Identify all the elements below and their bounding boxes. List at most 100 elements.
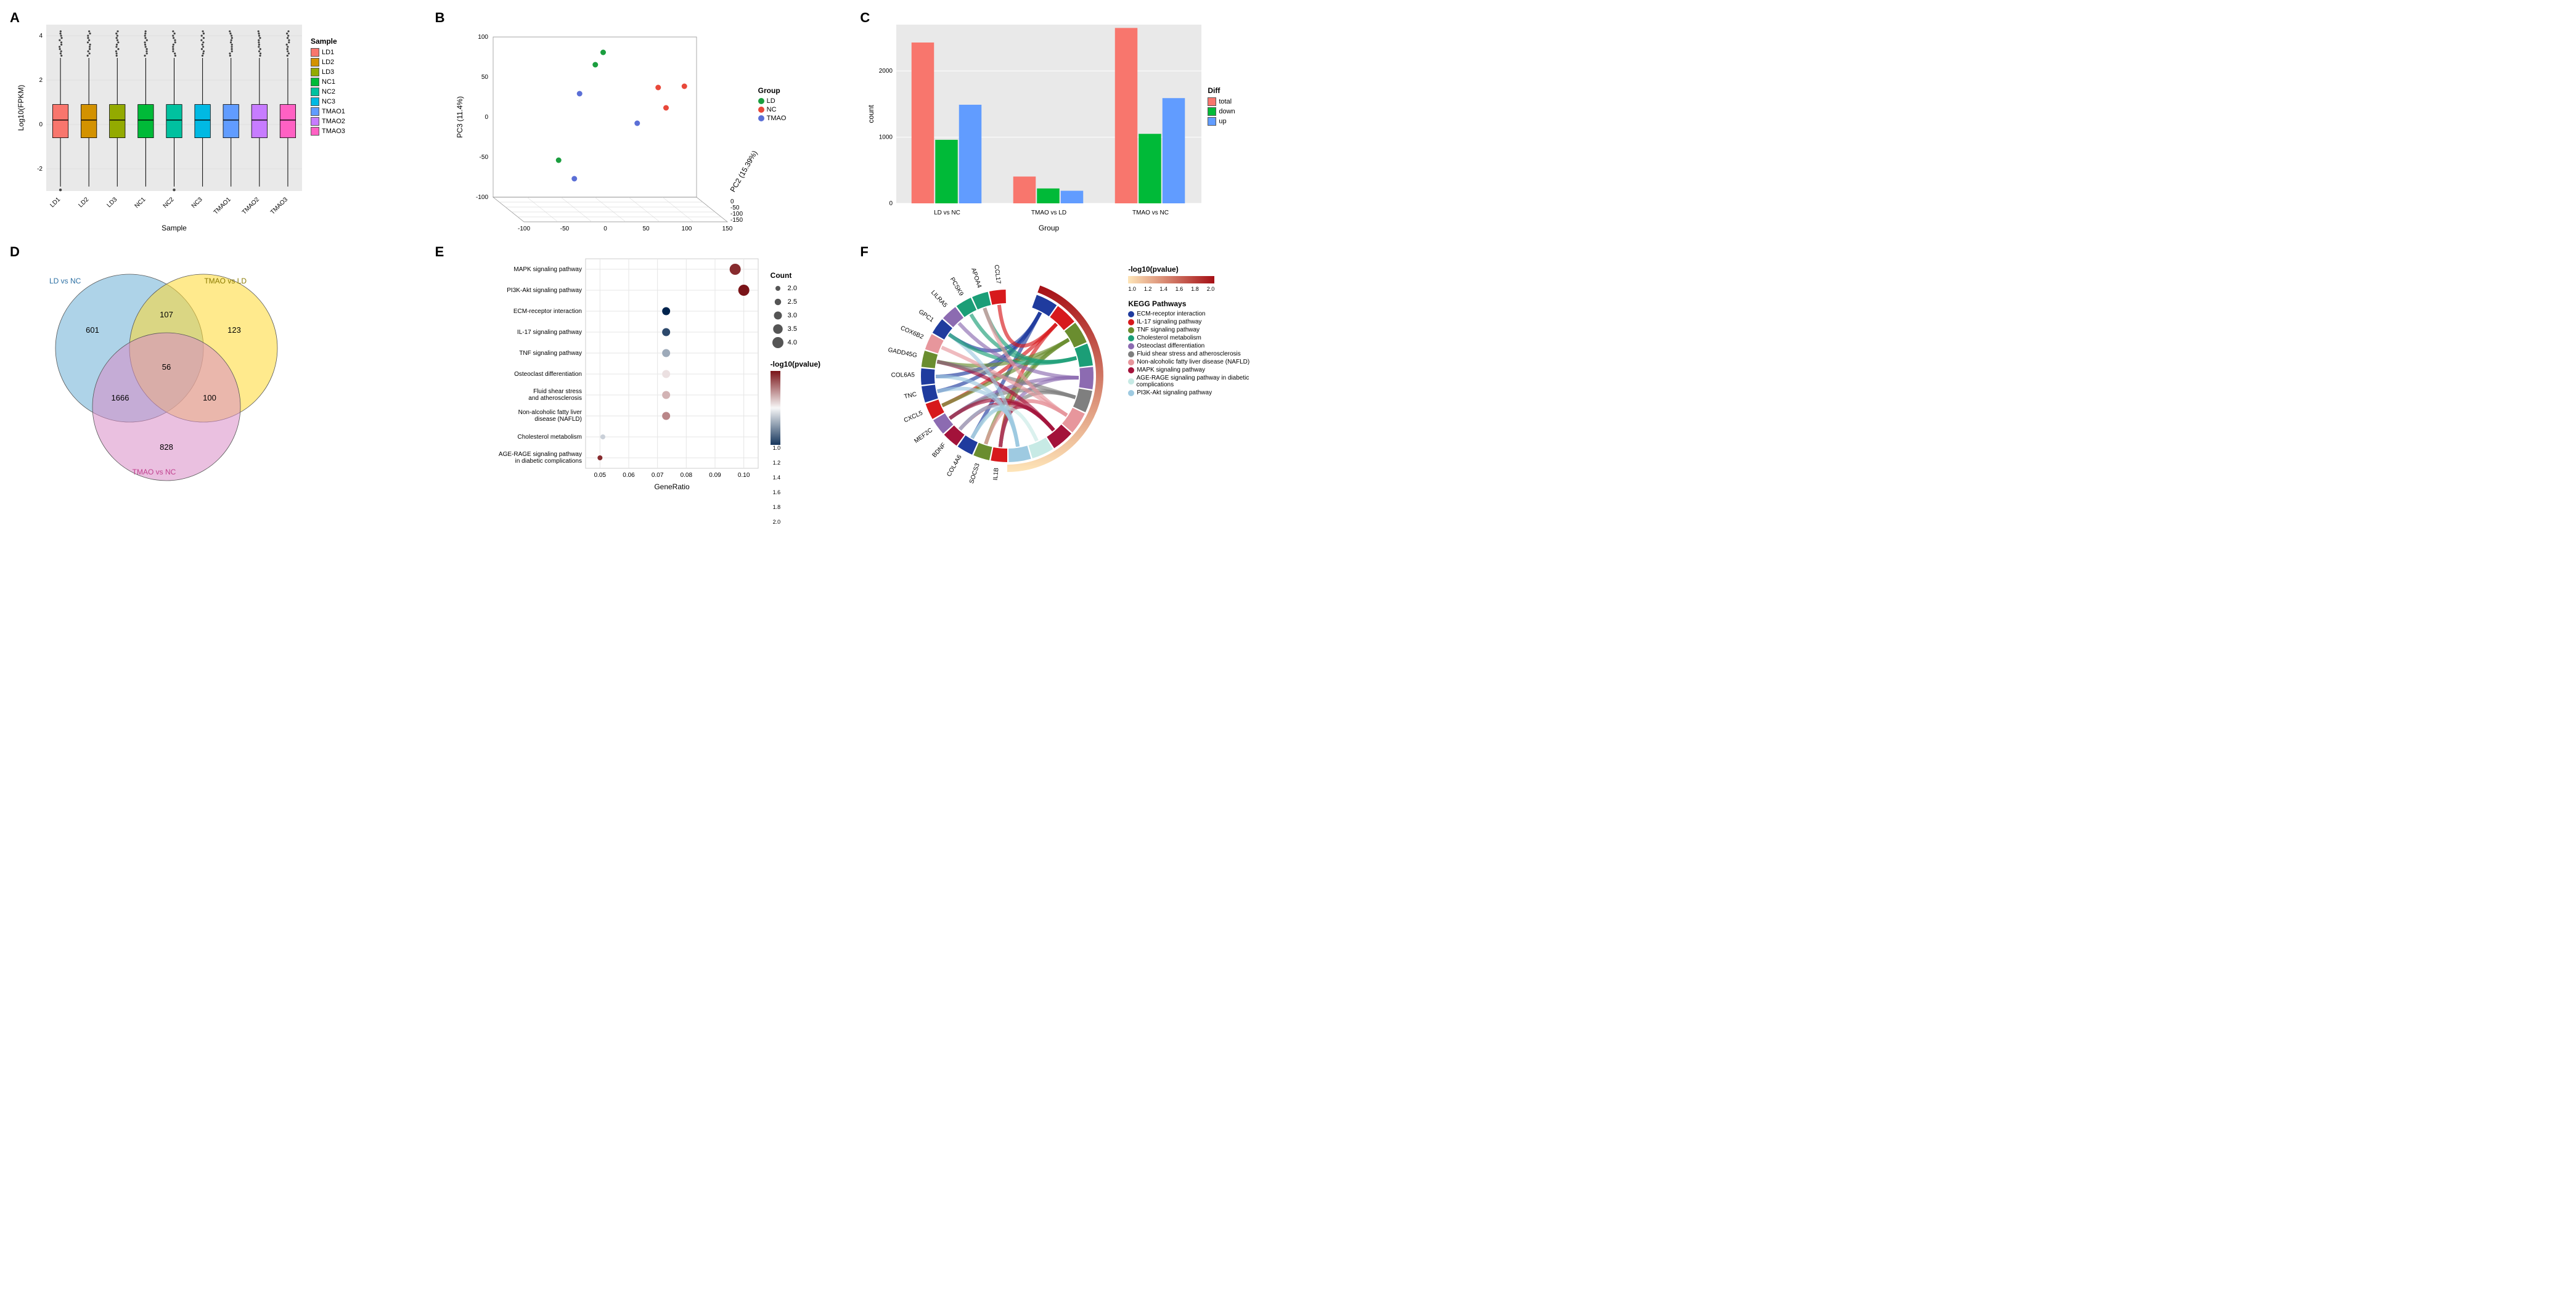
svg-text:1666: 1666 <box>112 393 129 402</box>
svg-text:AGE-RAGE signaling pathway: AGE-RAGE signaling pathway <box>499 451 582 458</box>
svg-text:TMAO vs NC: TMAO vs NC <box>1132 210 1169 216</box>
legend-title-kegg: KEGG Pathways <box>1128 299 1275 308</box>
legend-item: TMAO1 <box>311 107 345 116</box>
legend-item: TMAO <box>758 115 787 122</box>
legend-label: AGE-RAGE signaling pathway in diabetic c… <box>1137 375 1276 388</box>
svg-text:in diabetic complications: in diabetic complications <box>515 458 581 465</box>
svg-text:NC1: NC1 <box>134 196 147 210</box>
legend-label: down <box>1219 108 1235 115</box>
svg-text:IL-17 signaling pathway: IL-17 signaling pathway <box>517 329 582 336</box>
legend-item: LD2 <box>311 58 345 67</box>
svg-text:TNF signaling pathway: TNF signaling pathway <box>519 350 582 357</box>
legend-item: Fluid shear stress and atherosclerosis <box>1128 351 1275 357</box>
legend-label: Fluid shear stress and atherosclerosis <box>1137 351 1240 357</box>
svg-text:100: 100 <box>478 34 488 41</box>
panel-e: E 0.050.060.070.080.090.10MAPK signaling… <box>438 246 851 534</box>
legend-item: NC2 <box>311 87 345 96</box>
svg-text:0.10: 0.10 <box>738 472 750 479</box>
panel-f-label: F <box>860 244 868 260</box>
svg-text:IL1B: IL1B <box>992 467 1000 481</box>
svg-text:Sample: Sample <box>162 224 187 232</box>
legend-item: AGE-RAGE signaling pathway in diabetic c… <box>1128 375 1275 388</box>
legend-item: NC3 <box>311 97 345 106</box>
panel-e-legend: Count2.02.53.03.54.0 -log10(pvalue)1.01.… <box>771 271 820 534</box>
legend-label: ECM-receptor interaction <box>1137 311 1205 317</box>
svg-text:150: 150 <box>722 226 732 232</box>
legend-label: NC1 <box>322 78 335 86</box>
svg-text:COX6B2: COX6B2 <box>899 325 925 341</box>
legend-item: up <box>1208 117 1235 126</box>
svg-text:0: 0 <box>730 198 734 205</box>
legend-title-sample: Sample <box>311 37 345 46</box>
legend-label: TMAO <box>767 115 787 122</box>
legend-item: PI3K-Akt signaling pathway <box>1128 389 1275 396</box>
panel-f-legend: -log10(pvalue) 1.01.21.41.61.82.0 KEGG P… <box>1128 265 1275 493</box>
svg-text:NC3: NC3 <box>190 196 204 210</box>
svg-text:50: 50 <box>481 74 489 81</box>
svg-text:COL6A5: COL6A5 <box>891 372 915 378</box>
svg-text:LD1: LD1 <box>49 196 62 209</box>
legend-label: MAPK signaling pathway <box>1137 367 1205 373</box>
svg-text:0: 0 <box>889 200 893 207</box>
legend-item: IL-17 signaling pathway <box>1128 319 1275 325</box>
svg-text:PI3K-Akt signaling pathway: PI3K-Akt signaling pathway <box>507 287 582 294</box>
svg-text:0.06: 0.06 <box>623 472 635 479</box>
svg-text:PCSK9: PCSK9 <box>949 276 965 297</box>
legend-item: 2.5 <box>771 296 820 308</box>
svg-text:56: 56 <box>162 362 171 372</box>
svg-text:1000: 1000 <box>879 134 893 141</box>
svg-text:828: 828 <box>160 442 173 452</box>
svg-text:0.05: 0.05 <box>594 472 606 479</box>
svg-text:CCL17: CCL17 <box>993 264 1002 285</box>
legend-label: Cholesterol metabolism <box>1137 335 1201 341</box>
bar-svg: 010002000LD vs NCTMAO vs LDTMAO vs NCcou… <box>862 12 1208 234</box>
svg-text:0: 0 <box>485 114 488 121</box>
panel-a-legend: Sample LD1LD2LD3NC1NC2NC3TMAO1TMAO2TMAO3 <box>311 37 345 234</box>
legend-label: LD1 <box>322 49 334 56</box>
svg-text:and atherosclerosis: and atherosclerosis <box>528 395 582 402</box>
legend-label: TMAO3 <box>322 128 345 135</box>
svg-text:TMAO1: TMAO1 <box>213 196 232 216</box>
figure-grid: A -2024LD1LD2LD3NC1NC2NC3TMAO1TMAO2TMAO3… <box>0 0 1288 546</box>
panel-a-label: A <box>10 10 20 26</box>
svg-text:TMAO vs NC: TMAO vs NC <box>133 468 176 476</box>
chord-svg: IL1BSOCS3COL4A6BDNFMEF2CCXCL5TNCCOL6A5GA… <box>862 246 1128 493</box>
svg-text:-100: -100 <box>476 194 488 201</box>
svg-text:100: 100 <box>203 393 216 402</box>
svg-text:PC2 (15.39%): PC2 (15.39%) <box>728 149 758 193</box>
legend-item: Non-alcoholic fatty liver disease (NAFLD… <box>1128 359 1275 365</box>
svg-text:107: 107 <box>160 310 173 319</box>
svg-text:LD vs NC: LD vs NC <box>49 277 81 285</box>
svg-text:ECM-receptor interaction: ECM-receptor interaction <box>513 308 582 315</box>
svg-text:APOA4: APOA4 <box>970 267 983 290</box>
svg-text:PC3 (11.4%): PC3 (11.4%) <box>456 96 464 138</box>
svg-text:-50: -50 <box>479 154 488 161</box>
legend-item: LD1 <box>311 48 345 57</box>
legend-title-diff: Diff <box>1208 86 1235 95</box>
svg-text:GADD45G: GADD45G <box>888 347 918 359</box>
legend-item: total <box>1208 97 1235 106</box>
svg-text:TMAO3: TMAO3 <box>269 196 289 216</box>
legend-label: LD <box>767 97 775 105</box>
svg-text:0.07: 0.07 <box>652 472 664 479</box>
boxplot-svg: -2024LD1LD2LD3NC1NC2NC3TMAO1TMAO2TMAO3Lo… <box>12 12 308 234</box>
svg-text:MAPK signaling pathway: MAPK signaling pathway <box>513 266 582 273</box>
svg-text:TMAO vs LD: TMAO vs LD <box>1031 210 1066 216</box>
legend-item: LD3 <box>311 68 345 76</box>
legend-item: NC <box>758 106 787 113</box>
svg-text:0.08: 0.08 <box>680 472 692 479</box>
svg-text:Non-alcoholic fatty liver: Non-alcoholic fatty liver <box>518 409 582 416</box>
panel-b-legend: Group LDNCTMAO <box>758 86 787 234</box>
legend-label: NC <box>767 106 777 113</box>
svg-text:123: 123 <box>227 325 241 335</box>
legend-item: 2.0 <box>771 282 820 295</box>
legend-item: TMAO3 <box>311 127 345 136</box>
dotplot-svg: 0.050.060.070.080.090.10MAPK signaling p… <box>438 246 771 493</box>
svg-text:-50: -50 <box>560 226 569 232</box>
svg-text:-50: -50 <box>730 205 740 211</box>
panel-c-label: C <box>860 10 870 26</box>
legend-label: LD3 <box>322 68 334 76</box>
svg-text:LD vs NC: LD vs NC <box>934 210 960 216</box>
svg-text:2000: 2000 <box>879 68 893 75</box>
panel-a: A -2024LD1LD2LD3NC1NC2NC3TMAO1TMAO2TMAO3… <box>12 12 425 234</box>
